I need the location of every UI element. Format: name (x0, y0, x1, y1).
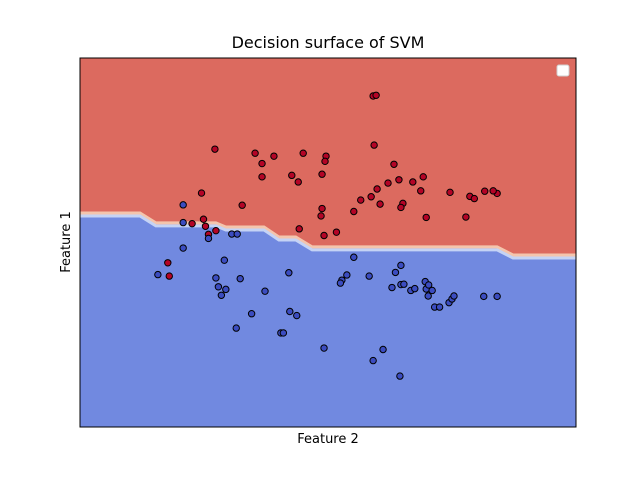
data-point (379, 345, 387, 354)
data-point (350, 253, 358, 261)
data-point (435, 303, 444, 311)
data-point (367, 193, 375, 201)
plot-area (79, 57, 577, 428)
data-point (279, 329, 288, 337)
data-point (320, 344, 328, 352)
x-axis-label: Feature 2 (297, 432, 359, 447)
data-point (214, 283, 223, 291)
data-point (217, 291, 226, 299)
data-point (372, 91, 380, 99)
data-point (489, 187, 497, 195)
data-point (450, 292, 458, 300)
data-point (388, 283, 396, 292)
data-point (295, 225, 303, 233)
y-axis-label: Feature 1 (59, 211, 74, 273)
data-point (212, 274, 220, 282)
data-point (395, 176, 403, 184)
data-point (336, 279, 345, 287)
data-point (462, 213, 470, 221)
data-point (220, 256, 229, 264)
data-point (397, 203, 405, 212)
data-point (238, 201, 246, 209)
data-point (294, 178, 302, 186)
data-point (422, 213, 430, 222)
data-point (211, 145, 219, 153)
data-point (258, 159, 266, 168)
data-point (493, 292, 501, 301)
data-point (199, 215, 208, 223)
data-point (409, 178, 417, 186)
data-point (285, 269, 293, 277)
data-point (318, 204, 326, 213)
data-point (350, 207, 358, 216)
data-point (179, 218, 187, 227)
data-point (232, 324, 240, 332)
data-point (419, 173, 427, 181)
data-point (318, 170, 326, 178)
region-lower (80, 214, 576, 427)
data-point (251, 149, 259, 157)
data-point (261, 287, 269, 295)
data-point (390, 160, 398, 168)
data-point (188, 219, 196, 228)
data-point (165, 272, 173, 280)
data-point (317, 212, 325, 220)
data-point (321, 157, 329, 166)
data-point (343, 271, 351, 279)
data-point (247, 310, 256, 318)
boundary-band-upper (80, 211, 576, 257)
data-point (233, 230, 241, 238)
data-point (154, 270, 162, 279)
data-point (369, 356, 377, 365)
data-point (428, 286, 436, 295)
data-point (424, 292, 432, 300)
data-point (424, 281, 433, 289)
plot-frame (79, 57, 577, 428)
legend (556, 64, 570, 77)
data-point (320, 231, 328, 240)
boundary-band-lower (80, 214, 576, 260)
data-point (201, 222, 210, 230)
data-point (179, 244, 187, 252)
data-point (417, 187, 425, 195)
data-point (258, 173, 266, 181)
data-point (397, 261, 405, 270)
data-point (357, 196, 365, 204)
legend-box (556, 64, 570, 77)
data-point (270, 152, 278, 160)
data-point (373, 185, 381, 193)
data-point (365, 272, 373, 280)
data-point (236, 274, 244, 283)
data-point (286, 307, 294, 316)
data-point (204, 234, 213, 243)
data-point (179, 201, 187, 209)
data-point (384, 179, 392, 187)
data-point (299, 149, 307, 157)
data-point (332, 228, 341, 236)
data-point (212, 226, 220, 235)
data-point (164, 259, 172, 267)
data-point (411, 284, 419, 293)
data-point (400, 280, 408, 288)
data-point (446, 188, 454, 197)
data-point (481, 187, 489, 195)
data-point (370, 141, 378, 149)
data-point (480, 292, 488, 301)
data-point (376, 200, 384, 208)
data-point (293, 311, 301, 320)
chart-title: Decision surface of SVM (232, 33, 425, 52)
data-point (391, 268, 400, 277)
data-point (470, 194, 479, 203)
data-point (396, 372, 404, 380)
data-point (288, 171, 296, 180)
data-point (222, 285, 230, 294)
data-point (197, 189, 206, 197)
